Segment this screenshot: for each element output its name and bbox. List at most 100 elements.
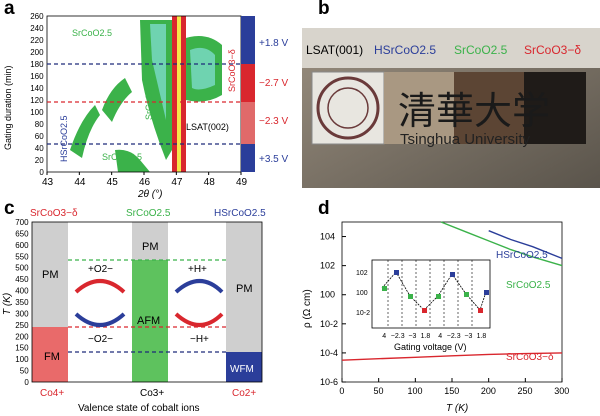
inset-ytick-label: 10-2 xyxy=(356,310,370,317)
col-title-hsrco: HSrCoO2.5 xyxy=(214,208,266,219)
col-title-srco3: SrCoO3−δ xyxy=(30,208,78,219)
a-ytick-label: 220 xyxy=(30,36,44,45)
a-ytick-label: 260 xyxy=(30,12,44,21)
heatmap-green-region xyxy=(70,20,222,172)
voltage-label-4: +3.5 V xyxy=(259,154,289,165)
series-label-hsrco: HSrCoO2.5 xyxy=(496,250,548,261)
c-ytick-label: 50 xyxy=(20,367,29,376)
wfm-region xyxy=(226,352,262,382)
panel-b-photo: 清華大学 Tsinghua University LSAT(001) HSrCo… xyxy=(302,28,600,188)
a-xtick-label: 45 xyxy=(107,177,119,188)
d-series-line xyxy=(440,221,563,267)
col-title-srco25: SrCoO2.5 xyxy=(126,208,171,219)
a-ytick-label: 120 xyxy=(30,96,44,105)
d-xtick-label: 100 xyxy=(408,386,423,396)
voltage-label-2: −2.7 V xyxy=(259,78,289,89)
inset-plot xyxy=(371,259,491,329)
a-xtick-label: 48 xyxy=(204,177,216,188)
phase-afm: AFM xyxy=(137,315,160,327)
c-ytick-label: 300 xyxy=(15,309,29,318)
voltage-label-3: −2.3 V xyxy=(259,116,289,127)
legend-lsat: LSAT(001) xyxy=(306,43,363,57)
d-xtick-label: 200 xyxy=(481,386,496,396)
inset-xtick-label: −2.3 xyxy=(447,333,461,340)
c-ytick-label: 100 xyxy=(15,355,29,364)
panel-a-ylabel: Gating duration (min) xyxy=(3,65,13,150)
label-srco3: SrCoO3−δ xyxy=(227,49,237,92)
panel-label-b: b xyxy=(318,0,330,19)
a-xtick-label: 46 xyxy=(139,177,151,188)
c-ytick-label: 250 xyxy=(15,321,29,330)
inset-xtick-label: −2.3 xyxy=(391,333,405,340)
inset-y-ticks: 102 100 10-2 xyxy=(356,270,370,317)
d-ytick-label: 102 xyxy=(320,261,335,271)
panel-a-xlabel: 2θ (°) xyxy=(137,189,162,200)
panel-label-d: d xyxy=(318,198,330,219)
c-ytick-label: 350 xyxy=(15,298,29,307)
inset-xtick-label: −3 xyxy=(408,333,416,340)
a-ytick-label: 140 xyxy=(30,84,44,93)
d-xtick-label: 0 xyxy=(339,386,344,396)
inset-xtick-label: 1.8 xyxy=(421,333,431,340)
c-ytick-label: 400 xyxy=(15,287,29,296)
d-ytick-label: 10-6 xyxy=(320,377,338,387)
label-srco25-top: SrCoO2.5 xyxy=(72,28,112,38)
c-ytick-label: 700 xyxy=(15,218,29,227)
panel-d-series xyxy=(341,221,563,361)
phase-pm-1: PM xyxy=(42,269,59,281)
panel-d-resistivity: 0 50 100 150 200 250 300 104 102 100 10-2 10-4 10-6… xyxy=(302,221,569,414)
c-ytick-label: 200 xyxy=(15,332,29,341)
d-xtick-label: 250 xyxy=(518,386,533,396)
valence-co4: Co4+ xyxy=(40,388,64,399)
panel-label-c: c xyxy=(4,198,15,219)
legend-hsrco: HSrCoO2.5 xyxy=(374,43,436,57)
label-hsrco: HSrCoO2.5 xyxy=(59,115,69,162)
panel-d-y-ticks: 104 102 100 10-2 10-4 10-6 xyxy=(320,232,346,387)
panel-c-phase-diagram: 0 50 100 150 200 250 300 350 400 450 500 550 600 650 7… xyxy=(2,208,266,414)
c-ytick-label: 0 xyxy=(24,378,29,387)
fm-region xyxy=(32,327,68,382)
a-xtick-label: 43 xyxy=(42,177,54,188)
phase-fm: FM xyxy=(44,351,60,363)
d-ytick-label: 104 xyxy=(320,232,335,242)
a-ytick-label: 60 xyxy=(35,132,44,141)
c-ytick-label: 450 xyxy=(15,275,29,284)
legend-srco25: SrCoO2.5 xyxy=(454,43,508,57)
panel-c-ylabel: T (K) xyxy=(2,293,13,315)
voltage-label-1: +1.8 V xyxy=(259,38,289,49)
valence-co3: Co3+ xyxy=(140,388,164,399)
panel-d-x-ticks: 0 50 100 150 200 250 300 xyxy=(339,378,569,396)
a-xtick-label: 44 xyxy=(74,177,86,188)
inset-ytick-label: 102 xyxy=(356,270,368,277)
a-xtick-label: 47 xyxy=(171,177,183,188)
label-srco25-bot: SrCoO2.5 xyxy=(102,152,142,162)
d-xtick-label: 300 xyxy=(554,386,569,396)
panel-c-y-ticks: 0 50 100 150 200 250 300 350 400 450 500 550 600 650 7… xyxy=(15,218,29,387)
panel-a-y-ticks: 0 20 40 60 80 100 120 140 160 180 200 220 240 260 xyxy=(30,12,44,177)
panel-label-a: a xyxy=(4,0,15,19)
legend-srco3: SrCoO3−δ xyxy=(524,43,581,57)
valence-co2: Co2+ xyxy=(232,388,256,399)
phase-pm-3: PM xyxy=(236,283,253,295)
d-series-line xyxy=(488,230,563,260)
inset-xtick-label: 1.8 xyxy=(477,333,487,340)
panel-d-ylabel: ρ (Ω cm) xyxy=(302,289,313,328)
phase-pm-2: PM xyxy=(142,241,159,253)
a-ytick-label: 160 xyxy=(30,72,44,81)
panel-a-xrd-heatmap: +1.8 V −2.7 V −2.3 V +3.5 V 43 44 45 46 47 48… xyxy=(3,12,289,200)
inset-ytick-label: 100 xyxy=(356,290,368,297)
inset-xtick-label: 4 xyxy=(438,333,442,340)
label-srco25-mid: SrCoO2.5 xyxy=(144,80,154,120)
panel-d-xlabel: T (K) xyxy=(446,403,468,414)
a-ytick-label: 40 xyxy=(35,144,44,153)
afm-region xyxy=(132,260,168,382)
inset-x-ticks: 4 −2.3 −3 1.8 4 −2.3 −3 1.8 xyxy=(382,333,486,340)
c-ytick-label: 150 xyxy=(15,344,29,353)
a-ytick-label: 20 xyxy=(35,156,44,165)
arrow-minus-h: −H+ xyxy=(190,334,209,345)
d-series-line xyxy=(341,352,563,361)
d-ytick-label: 100 xyxy=(320,290,335,300)
university-seal xyxy=(316,76,380,140)
inset-xtick-label: −3 xyxy=(464,333,472,340)
inset-xtick-label: 4 xyxy=(382,333,386,340)
